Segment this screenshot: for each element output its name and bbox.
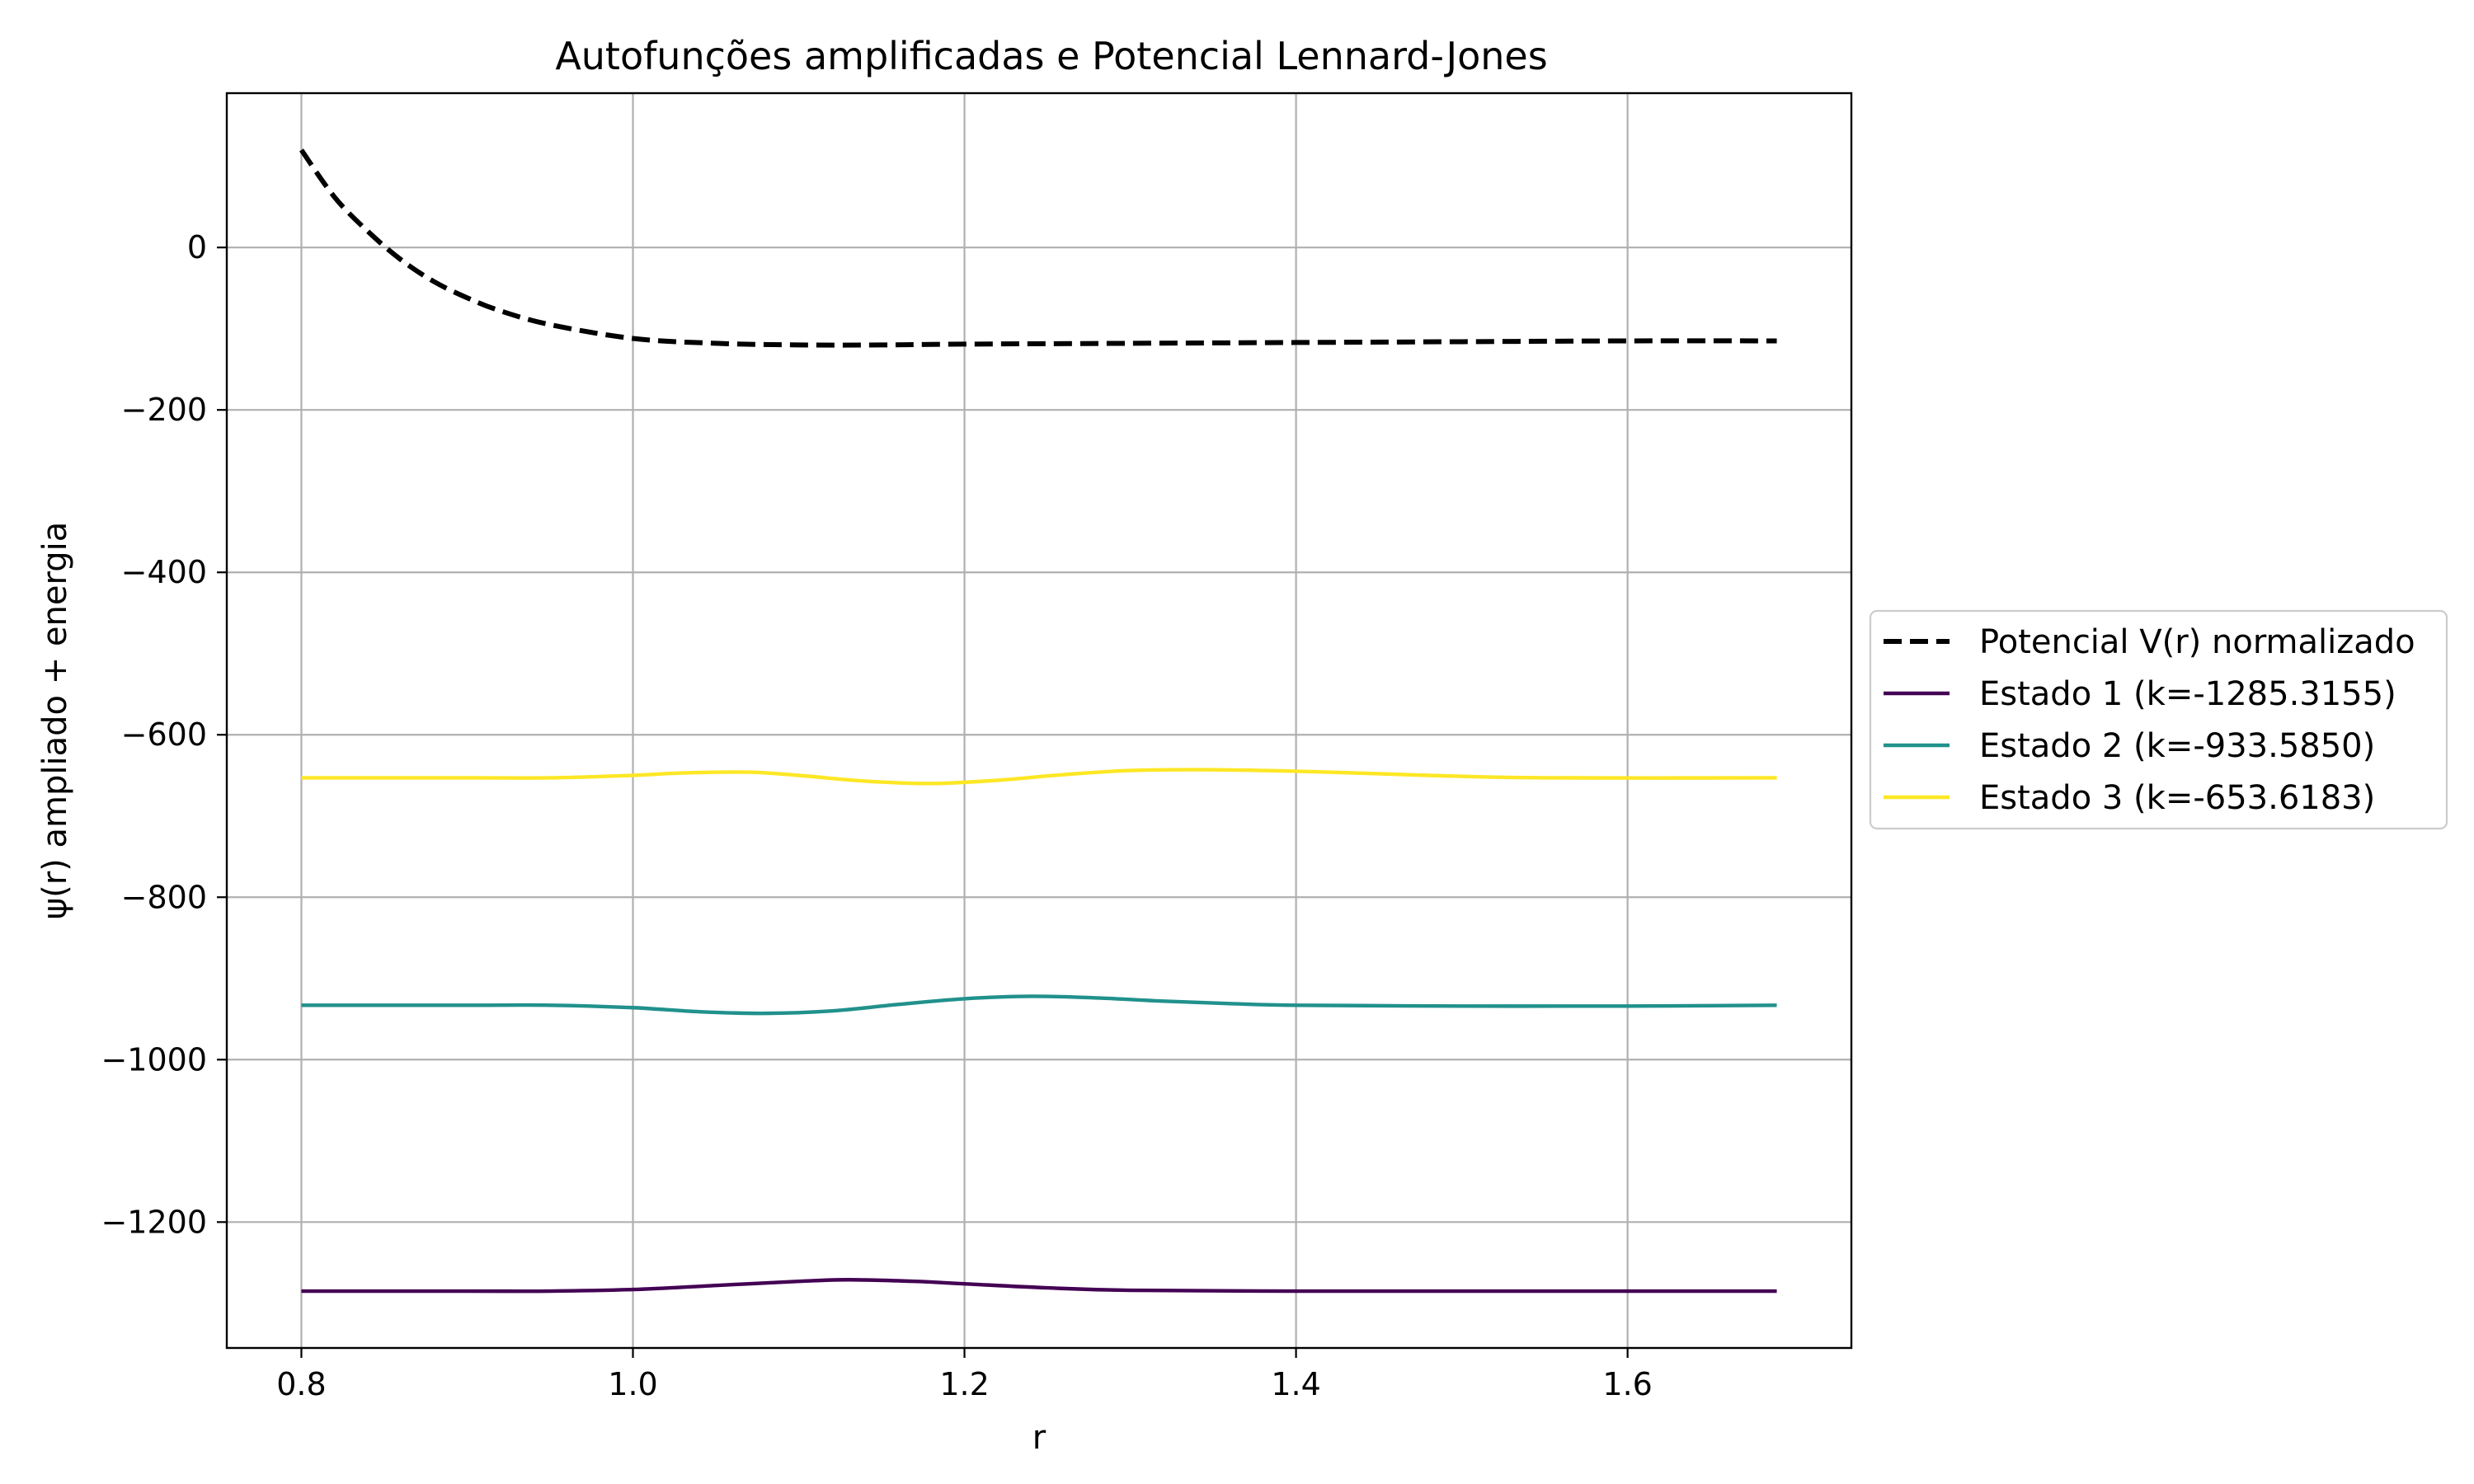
y-axis-label: ψ(r) ampliado + energia [36, 522, 74, 920]
plot-area-frame [225, 92, 1853, 1350]
grid-lines [227, 93, 1851, 1348]
legend-label-3: Estado 2 (k=-933.5850) [1979, 727, 2375, 765]
y-tick-label: −1000 [101, 1041, 207, 1078]
series-line-3 [301, 994, 1777, 1016]
legend-label-1: Potencial V(r) normalizado [1979, 623, 2415, 661]
series-line-4 [301, 768, 1777, 786]
legend-label-4: Estado 3 (k=-653.6183) [1979, 779, 2375, 817]
y-tick-label: −400 [121, 554, 207, 590]
x-tick-label: 1.2 [939, 1366, 989, 1402]
x-tick-label: 1.6 [1602, 1366, 1652, 1402]
y-tick-label: 0 [187, 229, 207, 265]
legend-box [1869, 609, 2448, 830]
x-tick-label: 0.8 [276, 1366, 326, 1402]
y-tick-label: −800 [121, 879, 207, 915]
y-tick-label: −600 [121, 716, 207, 753]
series-line-2 [301, 1278, 1777, 1294]
y-tick-label: −200 [121, 392, 207, 428]
axis-ticks: 0.8 1.0 1.2 1.4 1.6 0 −200 −400 −600 −800 −1000 −12… [101, 229, 1652, 1402]
legend-label-2: Estado 1 (k=-1285.3155) [1979, 675, 2396, 713]
y-tick-label: −1200 [101, 1204, 207, 1240]
series-line-1 [299, 148, 1777, 348]
legend: Potencial V(r) normalizado Estado 1 (k=-1… [1869, 609, 2448, 830]
x-tick-label: 1.0 [608, 1366, 657, 1402]
legend-items: Potencial V(r) normalizado Estado 1 (k=-1… [1884, 623, 2415, 817]
x-axis-label: r [1032, 1419, 1047, 1457]
chart-title: Autofunções amplificadas e Potencial Len… [555, 34, 1547, 78]
data-series [299, 148, 1777, 1294]
x-tick-label: 1.4 [1271, 1366, 1320, 1402]
